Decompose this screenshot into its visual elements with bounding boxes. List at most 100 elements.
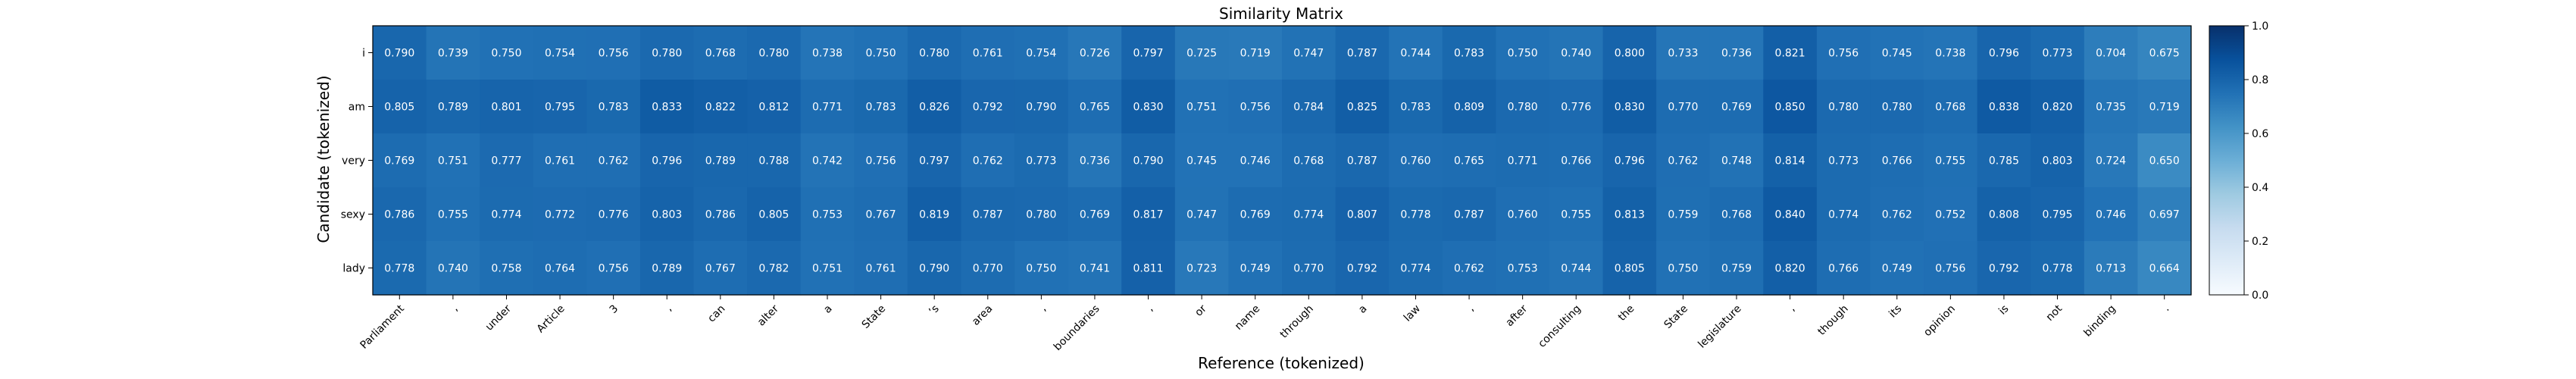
heatmap-cell <box>1121 80 1176 134</box>
heatmap-cell <box>693 80 748 134</box>
heatmap-cell <box>1174 26 1230 80</box>
heatmap-cell <box>1282 241 1336 296</box>
cell-value-label: 0.751 <box>1186 102 1217 114</box>
cell-value-label: 0.760 <box>1400 155 1430 168</box>
heatmap-cell <box>480 133 534 188</box>
x-tick-label: or <box>1193 302 1209 319</box>
cell-value-label: 0.777 <box>491 155 521 168</box>
cell-value-label: 0.760 <box>1508 209 1538 221</box>
cell-value-label: 0.785 <box>1989 155 2019 168</box>
colorbar <box>2209 25 2245 296</box>
heatmap-cell <box>426 133 480 188</box>
cell-value-label: 0.780 <box>1508 102 1538 114</box>
cell-value-label: 0.792 <box>1347 263 1377 275</box>
cell-value-label: 0.770 <box>1668 102 1698 114</box>
heatmap-cell <box>2084 133 2139 188</box>
heatmap-cell <box>1709 241 1764 296</box>
heatmap-cell <box>1174 187 1230 242</box>
heatmap-cell <box>1121 133 1176 188</box>
cell-value-label: 0.719 <box>2149 102 2180 114</box>
heatmap-cell <box>907 133 962 188</box>
cell-value-label: 0.754 <box>545 48 575 60</box>
heatmap-cell <box>426 241 480 296</box>
heatmap-cell <box>747 241 802 296</box>
cell-value-label: 0.766 <box>1882 155 1912 168</box>
cell-value-label: 0.664 <box>2149 263 2180 275</box>
cell-value-label: 0.769 <box>384 155 414 168</box>
cell-value-label: 0.761 <box>973 48 1003 60</box>
heatmap-cell <box>1870 241 1924 296</box>
cell-value-label: 0.766 <box>1828 263 1859 275</box>
heatmap-cell <box>1870 187 1924 242</box>
heatmap-cell <box>693 133 748 188</box>
cell-value-label: 0.724 <box>2096 155 2126 168</box>
x-tick-label: can <box>705 302 727 324</box>
x-tick-label: after <box>1504 302 1530 329</box>
heatmap-cell <box>1602 241 1657 296</box>
cell-value-label: 0.765 <box>1454 155 1484 168</box>
heatmap-cell <box>1442 133 1496 188</box>
heatmap-cell <box>639 241 695 296</box>
heatmap-cell <box>1228 187 1283 242</box>
cell-value-label: 0.765 <box>1080 102 1110 114</box>
heatmap-cell <box>1602 133 1657 188</box>
x-tick-label: Parliament <box>358 302 407 352</box>
x-tick-label: the <box>1616 302 1637 324</box>
cell-value-label: 0.740 <box>438 263 468 275</box>
heatmap-cell <box>1763 26 1818 80</box>
cell-value-label: 0.773 <box>2042 48 2072 60</box>
cell-value-label: 0.821 <box>1775 48 1805 60</box>
cell-value-label: 0.744 <box>1561 263 1591 275</box>
heatmap-cell <box>1442 26 1496 80</box>
heatmap-cell <box>1496 26 1550 80</box>
heatmap-cell <box>1656 133 1711 188</box>
x-tick-label: boundaries <box>1052 302 1102 353</box>
cell-value-label: 0.756 <box>1935 263 1965 275</box>
y-tick-label: very <box>342 155 365 168</box>
x-tick-label: though <box>1815 302 1850 337</box>
x-tick-label: , <box>1038 302 1049 313</box>
cell-value-label: 0.753 <box>812 209 843 221</box>
cell-value-label: 0.750 <box>1508 48 1538 60</box>
cell-value-label: 0.736 <box>1080 155 1110 168</box>
heatmap-cell <box>1389 241 1443 296</box>
x-tick-label: Article <box>535 302 567 335</box>
heatmap-cell <box>747 187 802 242</box>
cell-value-label: 0.825 <box>1347 102 1377 114</box>
cell-value-label: 0.805 <box>1615 263 1645 275</box>
cell-value-label: 0.762 <box>973 155 1003 168</box>
cell-value-label: 0.787 <box>1347 48 1377 60</box>
heatmap-cell <box>747 133 802 188</box>
colorbar-ticks: 0.0 0.2 0.4 0.6 0.8 1.0 <box>2244 20 2268 302</box>
heatmap-cell <box>1870 133 1924 188</box>
heatmap-cell <box>2137 80 2192 134</box>
heatmap-cell <box>1389 187 1443 242</box>
cell-value-label: 0.744 <box>1400 48 1430 60</box>
heatmap-cell <box>373 133 427 188</box>
heatmap-cell <box>1656 80 1711 134</box>
heatmap-cell <box>1174 241 1230 296</box>
y-tick-label: lady <box>342 263 365 275</box>
heatmap-cell <box>1709 187 1764 242</box>
heatmap-cell <box>1924 133 1978 188</box>
heatmap-cell <box>1442 80 1496 134</box>
cell-value-label: 0.774 <box>1293 209 1324 221</box>
cell-value-label: 0.756 <box>1828 48 1859 60</box>
colorbar-tick-label: 0.4 <box>2252 182 2268 194</box>
cell-value-label: 0.787 <box>1347 155 1377 168</box>
heatmap-cell <box>639 133 695 188</box>
heatmap-cell <box>907 241 962 296</box>
heatmap-cell <box>1282 80 1336 134</box>
heatmap-cell <box>1282 187 1336 242</box>
cell-value-label: 0.675 <box>2149 48 2180 60</box>
cell-value-label: 0.808 <box>1989 209 2019 221</box>
cell-value-label: 0.778 <box>384 263 414 275</box>
heatmap-cell <box>1549 26 1604 80</box>
cell-value-label: 0.746 <box>2096 209 2126 221</box>
heatmap-cell <box>639 26 695 80</box>
cell-value-label: 0.786 <box>705 209 736 221</box>
y-tick-label: sexy <box>341 209 365 221</box>
heatmap-cell <box>1121 26 1176 80</box>
cell-value-label: 0.792 <box>973 102 1003 114</box>
